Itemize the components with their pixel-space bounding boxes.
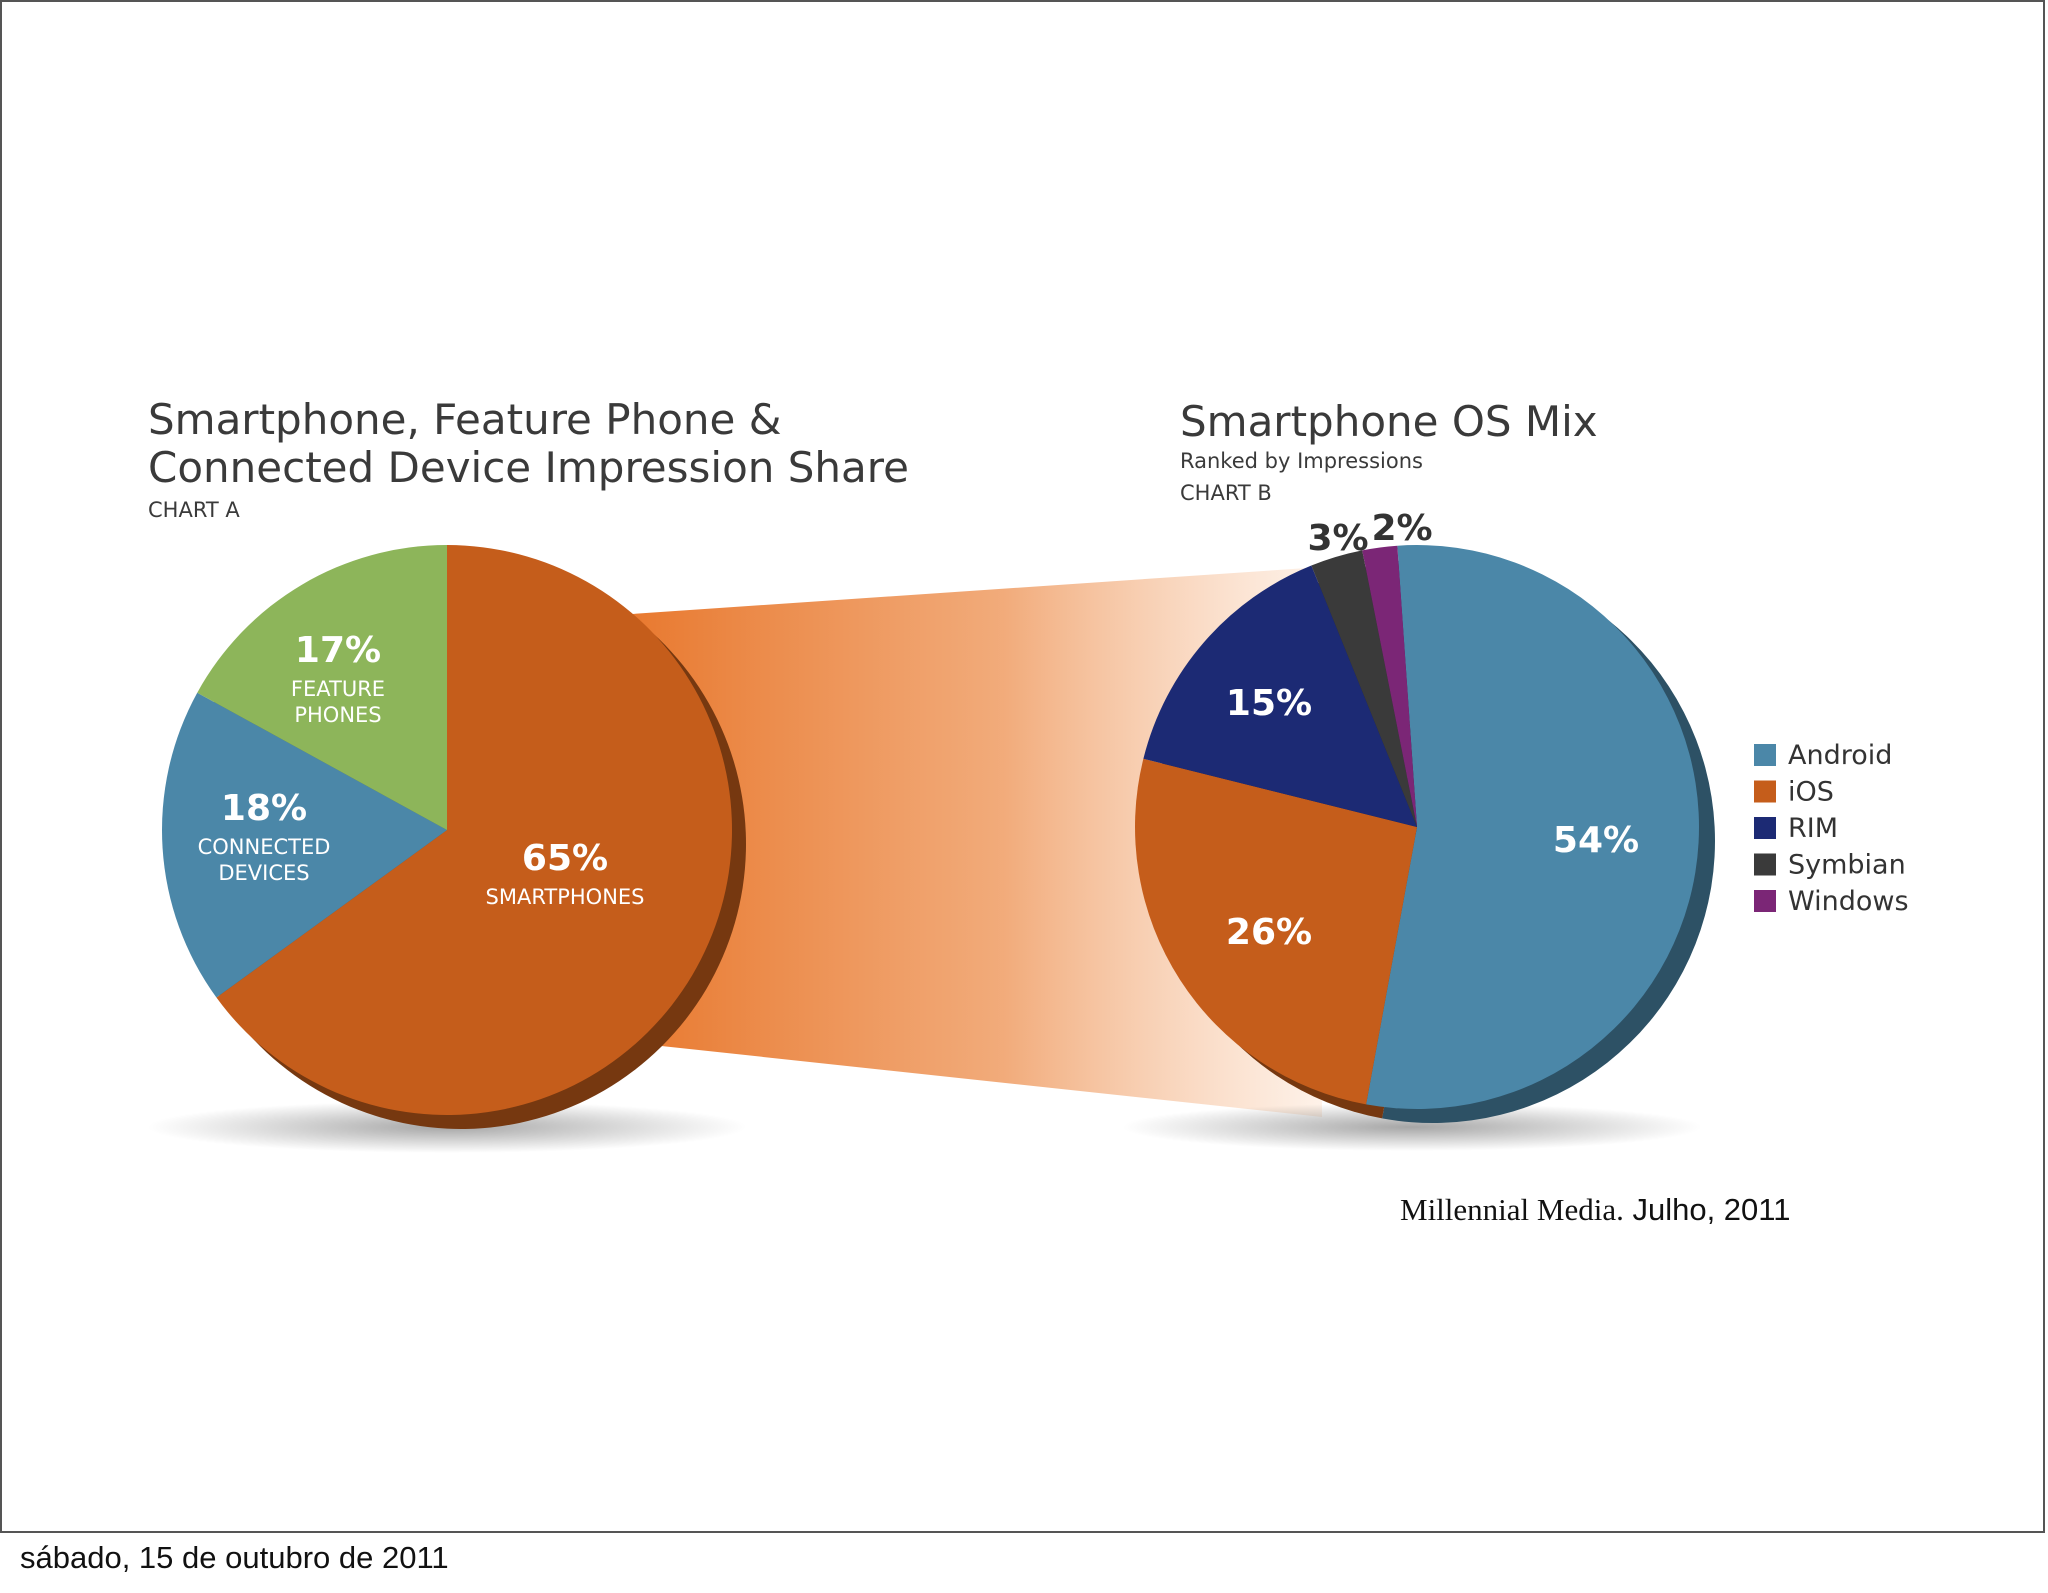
chart-a-subtitle: CHART A bbox=[148, 498, 240, 522]
chart-b-label-symbian: 3% bbox=[1307, 518, 1368, 559]
chart-b-subtitle-2: CHART B bbox=[1180, 481, 1272, 505]
chart-a-title-line-1: Smartphone, Feature Phone & bbox=[148, 395, 781, 444]
chart-b-title: Smartphone OS Mix bbox=[1180, 397, 1598, 446]
legend-label-windows: Windows bbox=[1788, 886, 1909, 917]
chart-b-label-windows: 2% bbox=[1371, 508, 1432, 549]
chart-b-legend: Android iOS RIM Symbian Windows bbox=[1754, 740, 1909, 917]
source-caption: Millennial Media. Julho, 2011 bbox=[1400, 1192, 1790, 1228]
chart-b-labels: 54% 26% 15% 3% 2% bbox=[1226, 508, 1639, 953]
chart-a-slices bbox=[161, 545, 732, 1115]
legend-label-symbian: Symbian bbox=[1788, 850, 1906, 881]
legend-swatch-rim bbox=[1754, 817, 1776, 839]
chart-b-slices bbox=[1135, 545, 1699, 1110]
chart-a-label-smartphones: 65% bbox=[522, 838, 608, 879]
chart-b-floor-shadow bbox=[1122, 1103, 1702, 1151]
chart-a-name-smartphones-0: SMARTPHONES bbox=[486, 885, 645, 909]
chart-a-name-feature-0: FEATURE bbox=[291, 677, 385, 701]
legend-swatch-android bbox=[1754, 744, 1776, 766]
chart-b-slice-symbian bbox=[1311, 550, 1417, 827]
chart-a-title-line-2: Connected Device Impression Share bbox=[148, 443, 909, 492]
legend-label-android: Android bbox=[1788, 740, 1892, 771]
legend-label-rim: RIM bbox=[1788, 813, 1838, 844]
source-date: Julho, 2011 bbox=[1632, 1192, 1791, 1227]
chart-a-label-connected: 18% bbox=[221, 788, 307, 829]
chart-a-label-feature: 17% bbox=[295, 630, 381, 671]
slide-frame: 65% SMARTPHONES 18% CONNECTED DEVICES 17% FEAT… bbox=[0, 0, 2045, 1533]
chart-a-name-feature-1: PHONES bbox=[294, 703, 381, 727]
chart-a-slice-connected bbox=[161, 692, 448, 998]
chart-a-slice-feature bbox=[197, 545, 447, 830]
chart-a-slice-smartphones bbox=[216, 545, 732, 1115]
chart-connector-band bbox=[617, 567, 1322, 1117]
legend-swatch-symbian bbox=[1754, 853, 1776, 876]
chart-b-slice-android bbox=[1366, 545, 1699, 1110]
chart-b-label-rim: 15% bbox=[1226, 683, 1312, 724]
chart-b-label-ios: 26% bbox=[1226, 912, 1312, 953]
legend-swatch-windows bbox=[1754, 890, 1776, 912]
chart-a-name-connected-1: DEVICES bbox=[218, 861, 309, 885]
chart-b-slice-ios bbox=[1135, 758, 1417, 1105]
legend-swatch-ios bbox=[1754, 780, 1776, 803]
chart-b-subtitle: Ranked by Impressions bbox=[1180, 449, 1423, 473]
chart-b-slice-windows bbox=[1362, 545, 1417, 827]
source-name: Millennial Media. bbox=[1400, 1192, 1624, 1227]
date-footer: sábado, 15 de outubro de 2011 bbox=[20, 1540, 449, 1575]
chart-b-label-android: 54% bbox=[1553, 820, 1639, 861]
chart-b-slice-rim bbox=[1143, 565, 1417, 827]
chart-a-name-connected-0: CONNECTED bbox=[198, 835, 331, 859]
chart-b: 54% 26% 15% 3% 2% Smartphone OS Mix Ranked b… bbox=[1122, 397, 1909, 1151]
legend-label-ios: iOS bbox=[1788, 777, 1834, 808]
